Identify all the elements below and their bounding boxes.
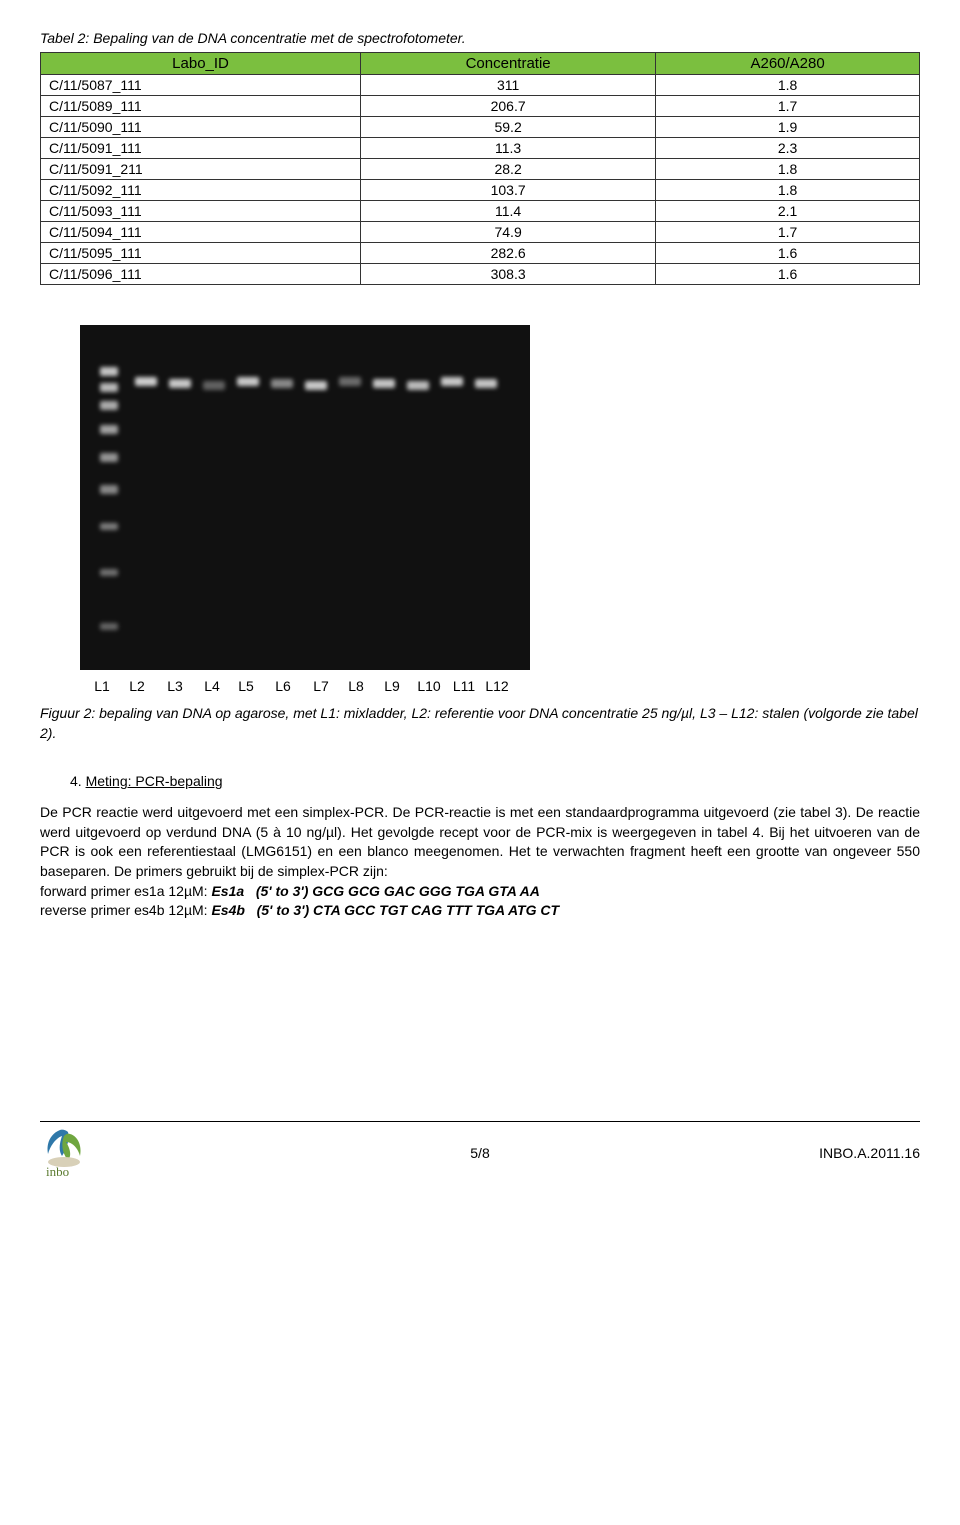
table2-col-concentratie: Concentratie xyxy=(361,53,656,75)
table-cell: 308.3 xyxy=(361,264,656,285)
table-cell: 1.7 xyxy=(656,96,920,117)
primer2-name: Es4b xyxy=(211,902,244,918)
table-cell: 11.3 xyxy=(361,138,656,159)
table2-caption: Tabel 2: Bepaling van de DNA concentrati… xyxy=(40,30,920,46)
table-cell: 206.7 xyxy=(361,96,656,117)
table-cell: 74.9 xyxy=(361,222,656,243)
primer1-label: forward primer es1a 12µM: xyxy=(40,883,211,899)
gel-image xyxy=(80,325,530,670)
table-cell: C/11/5089_111 xyxy=(41,96,361,117)
table-row: C/11/5089_111206.71.7 xyxy=(41,96,920,117)
table-row: C/11/5091_11111.32.3 xyxy=(41,138,920,159)
lane-label: L10 xyxy=(411,678,447,694)
lane-label: L3 xyxy=(155,678,195,694)
table-row: C/11/5095_111282.61.6 xyxy=(41,243,920,264)
footer-page-number: 5/8 xyxy=(470,1145,489,1161)
table2-col-labo-id: Labo_ID xyxy=(41,53,361,75)
table-cell: C/11/5093_111 xyxy=(41,201,361,222)
table-row: C/11/5090_11159.21.9 xyxy=(41,117,920,138)
table-cell: C/11/5091_211 xyxy=(41,159,361,180)
primer1-name: Es1a xyxy=(211,883,244,899)
table-cell: 1.6 xyxy=(656,264,920,285)
table-cell: 28.2 xyxy=(361,159,656,180)
table-cell: C/11/5091_111 xyxy=(41,138,361,159)
table-cell: 1.8 xyxy=(656,180,920,201)
lane-label: L12 xyxy=(481,678,513,694)
footer-doc-id: INBO.A.2011.16 xyxy=(819,1145,920,1161)
page-footer: inbo 5/8 INBO.A.2011.16 xyxy=(40,1121,920,1178)
table2-col-a260a280: A260/A280 xyxy=(656,53,920,75)
lane-label: L1 xyxy=(85,678,119,694)
table-row: C/11/5096_111308.31.6 xyxy=(41,264,920,285)
lane-label: L2 xyxy=(119,678,155,694)
logo-text: inbo xyxy=(46,1164,69,1178)
lane-label: L11 xyxy=(447,678,481,694)
table-cell: 1.8 xyxy=(656,75,920,96)
lane-label: L8 xyxy=(339,678,373,694)
lane-label: L9 xyxy=(373,678,411,694)
section4-heading: 4. Meting: PCR-bepaling xyxy=(70,773,920,789)
table-cell: 59.2 xyxy=(361,117,656,138)
figure2-caption: Figuur 2: bepaling van DNA op agarose, m… xyxy=(40,704,920,743)
table2: Labo_ID Concentratie A260/A280 C/11/5087… xyxy=(40,52,920,285)
table-cell: 2.3 xyxy=(656,138,920,159)
primer1-seq: (5' to 3') GCG GCG GAC GGG TGA GTA AA xyxy=(256,883,540,899)
table-cell: 1.6 xyxy=(656,243,920,264)
table-row: C/11/5094_11174.91.7 xyxy=(41,222,920,243)
table-cell: C/11/5090_111 xyxy=(41,117,361,138)
footer-logo: inbo xyxy=(40,1128,100,1178)
table-cell: C/11/5087_111 xyxy=(41,75,361,96)
table-row: C/11/5092_111103.71.8 xyxy=(41,180,920,201)
table-cell: 103.7 xyxy=(361,180,656,201)
section4-paragraph: De PCR reactie werd uitgevoerd met een s… xyxy=(40,803,920,921)
lane-label: L5 xyxy=(229,678,263,694)
primer2-seq: (5' to 3') CTA GCC TGT CAG TTT TGA ATG C… xyxy=(257,902,559,918)
table-cell: 2.1 xyxy=(656,201,920,222)
table-cell: C/11/5095_111 xyxy=(41,243,361,264)
table-cell: 1.8 xyxy=(656,159,920,180)
gel-lane-labels: L1L2L3L4L5L6L7L8L9L10L11L12 xyxy=(85,678,920,694)
section4-title: Meting: PCR-bepaling xyxy=(86,773,223,789)
paragraph-text: De PCR reactie werd uitgevoerd met een s… xyxy=(40,804,920,879)
table-cell: 1.7 xyxy=(656,222,920,243)
table-row: C/11/5093_11111.42.1 xyxy=(41,201,920,222)
table-row: C/11/5091_21128.21.8 xyxy=(41,159,920,180)
table-cell: C/11/5096_111 xyxy=(41,264,361,285)
table-row: C/11/5087_1113111.8 xyxy=(41,75,920,96)
primer2-label: reverse primer es4b 12µM: xyxy=(40,902,211,918)
table-cell: C/11/5092_111 xyxy=(41,180,361,201)
lane-label: L7 xyxy=(303,678,339,694)
gel-figure xyxy=(40,325,920,670)
lane-label: L4 xyxy=(195,678,229,694)
table-cell: 282.6 xyxy=(361,243,656,264)
section4-number: 4. xyxy=(70,773,82,789)
table-cell: 311 xyxy=(361,75,656,96)
table-cell: C/11/5094_111 xyxy=(41,222,361,243)
table-cell: 11.4 xyxy=(361,201,656,222)
lane-label: L6 xyxy=(263,678,303,694)
table-cell: 1.9 xyxy=(656,117,920,138)
table2-header-row: Labo_ID Concentratie A260/A280 xyxy=(41,53,920,75)
